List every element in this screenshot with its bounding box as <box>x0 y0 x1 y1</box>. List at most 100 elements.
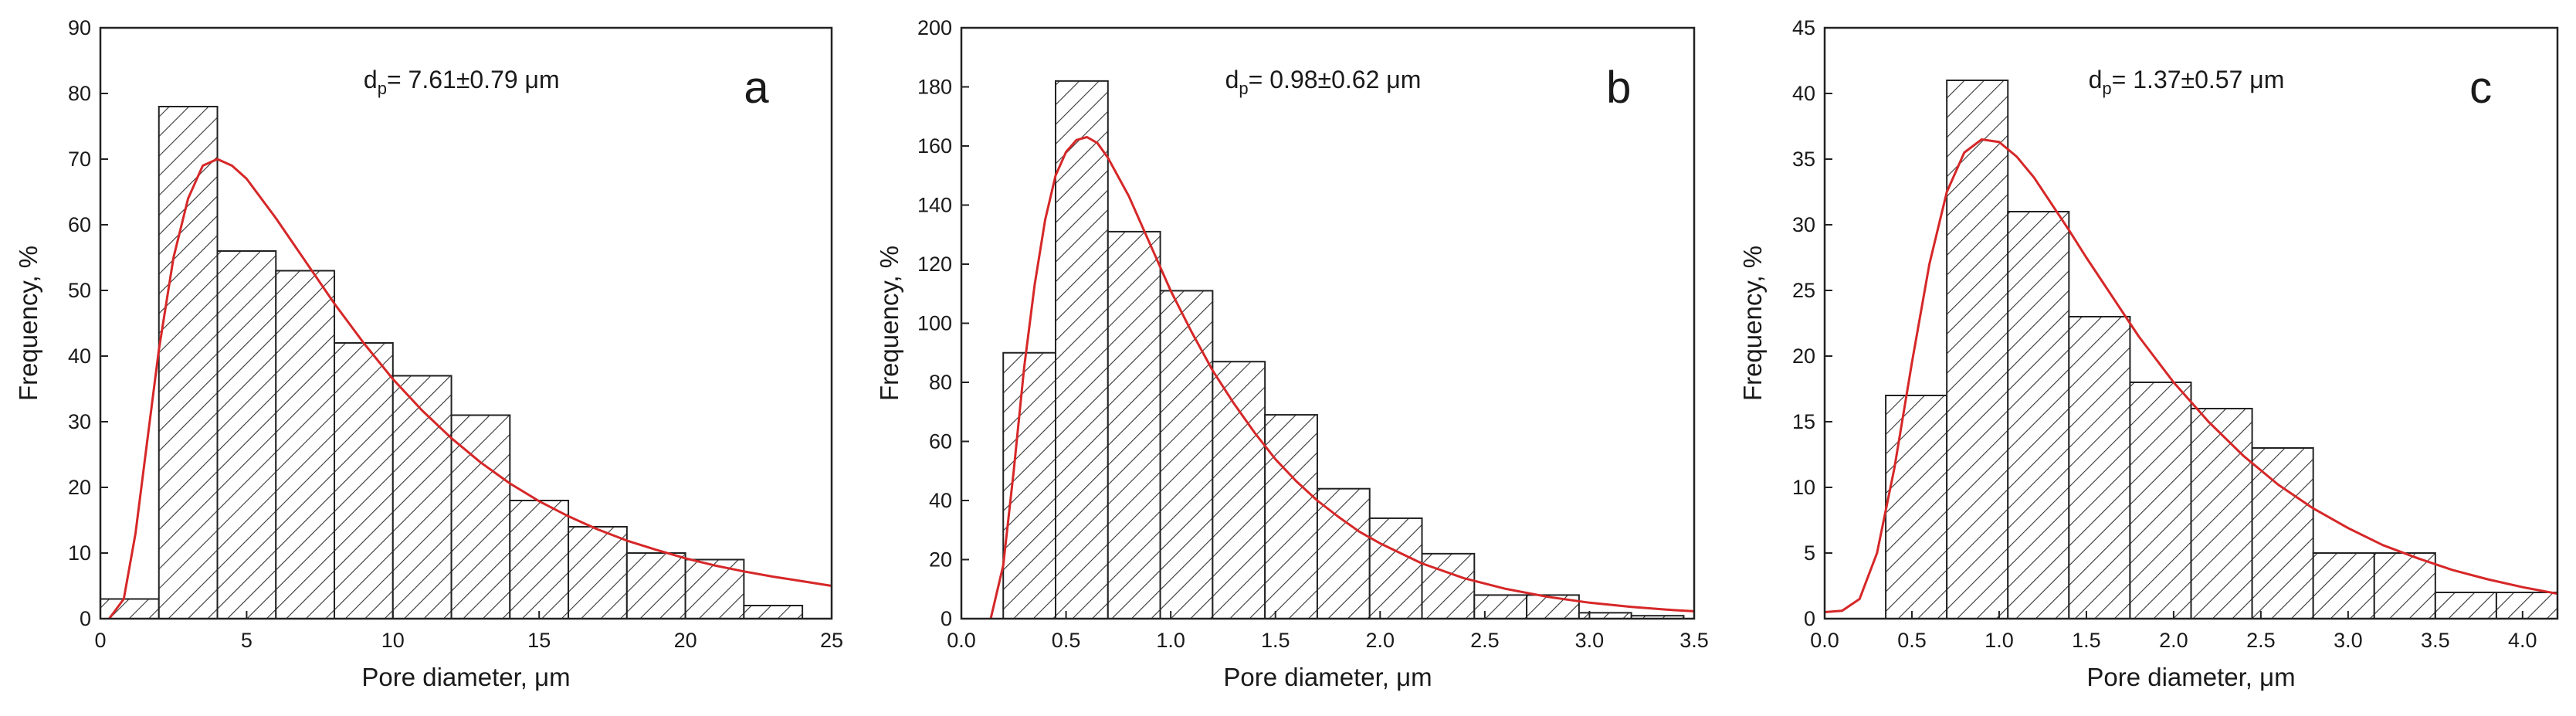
x-tick-label-b-7: 3.5 <box>1679 629 1709 652</box>
y-tick-label-b-6: 120 <box>917 253 952 276</box>
annotation-value-c: = 1.37±0.57 μm <box>2112 66 2285 93</box>
x-tick-label-c-8: 4.0 <box>2508 629 2537 652</box>
y-tick-label-a-9: 90 <box>68 16 91 39</box>
annotation-subscript-a: p <box>378 79 387 98</box>
x-tick-label-c-7: 3.5 <box>2421 629 2450 652</box>
histogram-bar-c-7 <box>2251 447 2314 619</box>
y-tick-label-b-9: 180 <box>917 76 952 99</box>
histogram-bar-b-9 <box>1421 552 1476 619</box>
x-tick-label-a-1: 5 <box>241 629 253 652</box>
x-tick-label-c-5: 2.5 <box>2246 629 2276 652</box>
y-tick-label-a-7: 70 <box>68 148 91 171</box>
chart-panel-c: 0 5 10 15 20 25 30 35 40 45 0.0 0.5 1.0 1.5 2.0 2.5 3.0… <box>1738 16 2559 691</box>
annotation-subscript-b: p <box>1239 79 1248 98</box>
annotation-prefix-b: d <box>1225 66 1239 93</box>
y-tick-label-b-10: 200 <box>917 16 952 39</box>
mean-diameter-annotation-c: dp= 1.37±0.57 μm <box>2089 66 2285 98</box>
x-axis-title-b: Pore diameter, μm <box>1223 663 1432 691</box>
histogram-bar-c-6 <box>2190 408 2253 619</box>
chart-panel-a: 0 10 20 30 40 50 60 70 80 90 0 5 10 15 20 25 Pore diam… <box>14 16 843 691</box>
y-tick-label-b-0: 0 <box>941 607 952 630</box>
histogram-bar-b-4 <box>1159 290 1214 619</box>
x-axis-title-a: Pore diameter, μm <box>361 663 570 691</box>
x-tick-label-c-6: 3.0 <box>2334 629 2363 652</box>
y-ticks-c: 0 5 10 15 20 25 30 35 40 45 <box>1792 16 1832 630</box>
annotation-prefix-a: d <box>364 66 378 93</box>
y-tick-label-b-2: 40 <box>929 489 952 512</box>
plot-frame-a <box>99 26 833 620</box>
histogram-bar-a-3 <box>216 250 277 619</box>
x-tick-label-b-5: 2.5 <box>1470 629 1500 652</box>
y-tick-label-c-2: 10 <box>1792 476 1815 499</box>
histogram-bar-a-6 <box>391 375 452 619</box>
y-tick-label-a-0: 0 <box>80 607 91 630</box>
annotation-prefix-c: d <box>2089 66 2103 93</box>
y-axis-title-a: Frequency, % <box>14 246 42 401</box>
histogram-bar-a-8 <box>509 500 570 619</box>
histogram-bar-c-1 <box>1885 395 1948 619</box>
y-tick-label-b-1: 20 <box>929 548 952 572</box>
fit-curve-c <box>1824 138 2558 613</box>
x-tick-label-a-4: 20 <box>674 629 697 652</box>
panel-letter-c: c <box>2469 63 2492 113</box>
x-tick-label-c-3: 1.5 <box>2072 629 2101 652</box>
y-tick-label-a-3: 30 <box>68 410 91 433</box>
histogram-bar-c-2 <box>1946 80 2009 619</box>
x-tick-label-c-2: 1.0 <box>1985 629 2014 652</box>
histogram-bar-b-6 <box>1264 414 1318 619</box>
x-tick-label-c-4: 2.0 <box>2159 629 2188 652</box>
histogram-bar-a-2 <box>158 106 219 619</box>
y-tick-label-c-7: 35 <box>1792 148 1815 171</box>
y-tick-label-c-3: 15 <box>1792 410 1815 433</box>
histogram-bars-a <box>100 106 804 619</box>
histogram-bar-b-7 <box>1316 487 1371 620</box>
x-tick-label-b-0: 0.0 <box>947 629 976 652</box>
histogram-bar-a-7 <box>450 414 511 619</box>
y-tick-label-a-6: 60 <box>68 213 91 236</box>
histogram-bar-b-10 <box>1473 594 1528 620</box>
mean-diameter-annotation-a: dp= 7.61±0.79 μm <box>364 66 560 98</box>
x-tick-label-c-1: 0.5 <box>1897 629 1927 652</box>
panel-letter-a: a <box>744 63 769 113</box>
x-tick-label-a-5: 25 <box>820 629 843 652</box>
y-tick-label-a-5: 50 <box>68 279 91 302</box>
histogram-bar-c-10 <box>2434 592 2497 619</box>
histogram-bar-b-8 <box>1368 517 1423 620</box>
y-tick-label-c-4: 20 <box>1792 344 1815 368</box>
x-axis-title-c: Pore diameter, μm <box>2086 663 2295 691</box>
y-tick-label-c-6: 30 <box>1792 213 1815 236</box>
chart-panel-b: 0 20 40 60 80 100 120 140 160 180 200 0.0 0.5 1.0 1.5… <box>875 16 1709 691</box>
histogram-bar-a-10 <box>625 552 686 619</box>
y-tick-label-b-5: 100 <box>917 312 952 335</box>
annotation-value-a: = 7.61±0.79 μm <box>387 66 560 93</box>
histogram-bar-c-4 <box>2068 316 2131 619</box>
x-tick-label-a-3: 15 <box>527 629 551 652</box>
histogram-bar-c-8 <box>2312 552 2375 619</box>
annotation-value-b: = 0.98±0.62 μm <box>1249 66 1422 93</box>
y-axis-title-b: Frequency, % <box>875 246 903 401</box>
histogram-bar-c-11 <box>2495 592 2559 619</box>
mean-diameter-annotation-b: dp= 0.98±0.62 μm <box>1225 66 1422 98</box>
histogram-bar-b-2 <box>1055 80 1109 620</box>
y-tick-label-b-7: 140 <box>917 194 952 217</box>
y-tick-label-b-3: 60 <box>929 430 952 453</box>
y-axis-title-c: Frequency, % <box>1738 246 1767 401</box>
x-ticks-c: 0.0 0.5 1.0 1.5 2.0 2.5 3.0 3.5 4.0 <box>1810 611 2537 652</box>
fit-curve-a <box>108 158 832 619</box>
y-tick-label-a-4: 40 <box>68 344 91 368</box>
histogram-bar-b-5 <box>1212 361 1266 619</box>
y-tick-label-c-1: 5 <box>1804 541 1815 565</box>
x-tick-label-a-2: 10 <box>381 629 405 652</box>
x-tick-label-b-3: 1.5 <box>1261 629 1290 652</box>
y-tick-label-a-8: 80 <box>68 82 91 105</box>
x-tick-label-b-4: 2.0 <box>1366 629 1395 652</box>
histogram-bar-a-9 <box>568 526 628 619</box>
y-tick-label-c-5: 25 <box>1792 279 1815 302</box>
x-tick-label-c-0: 0.0 <box>1810 629 1839 652</box>
y-tick-label-b-8: 160 <box>917 134 952 158</box>
histogram-bar-b-3 <box>1107 230 1161 619</box>
x-tick-label-b-2: 1.0 <box>1156 629 1185 652</box>
x-tick-label-b-6: 3.0 <box>1575 629 1605 652</box>
histogram-bar-c-3 <box>2007 211 2070 619</box>
